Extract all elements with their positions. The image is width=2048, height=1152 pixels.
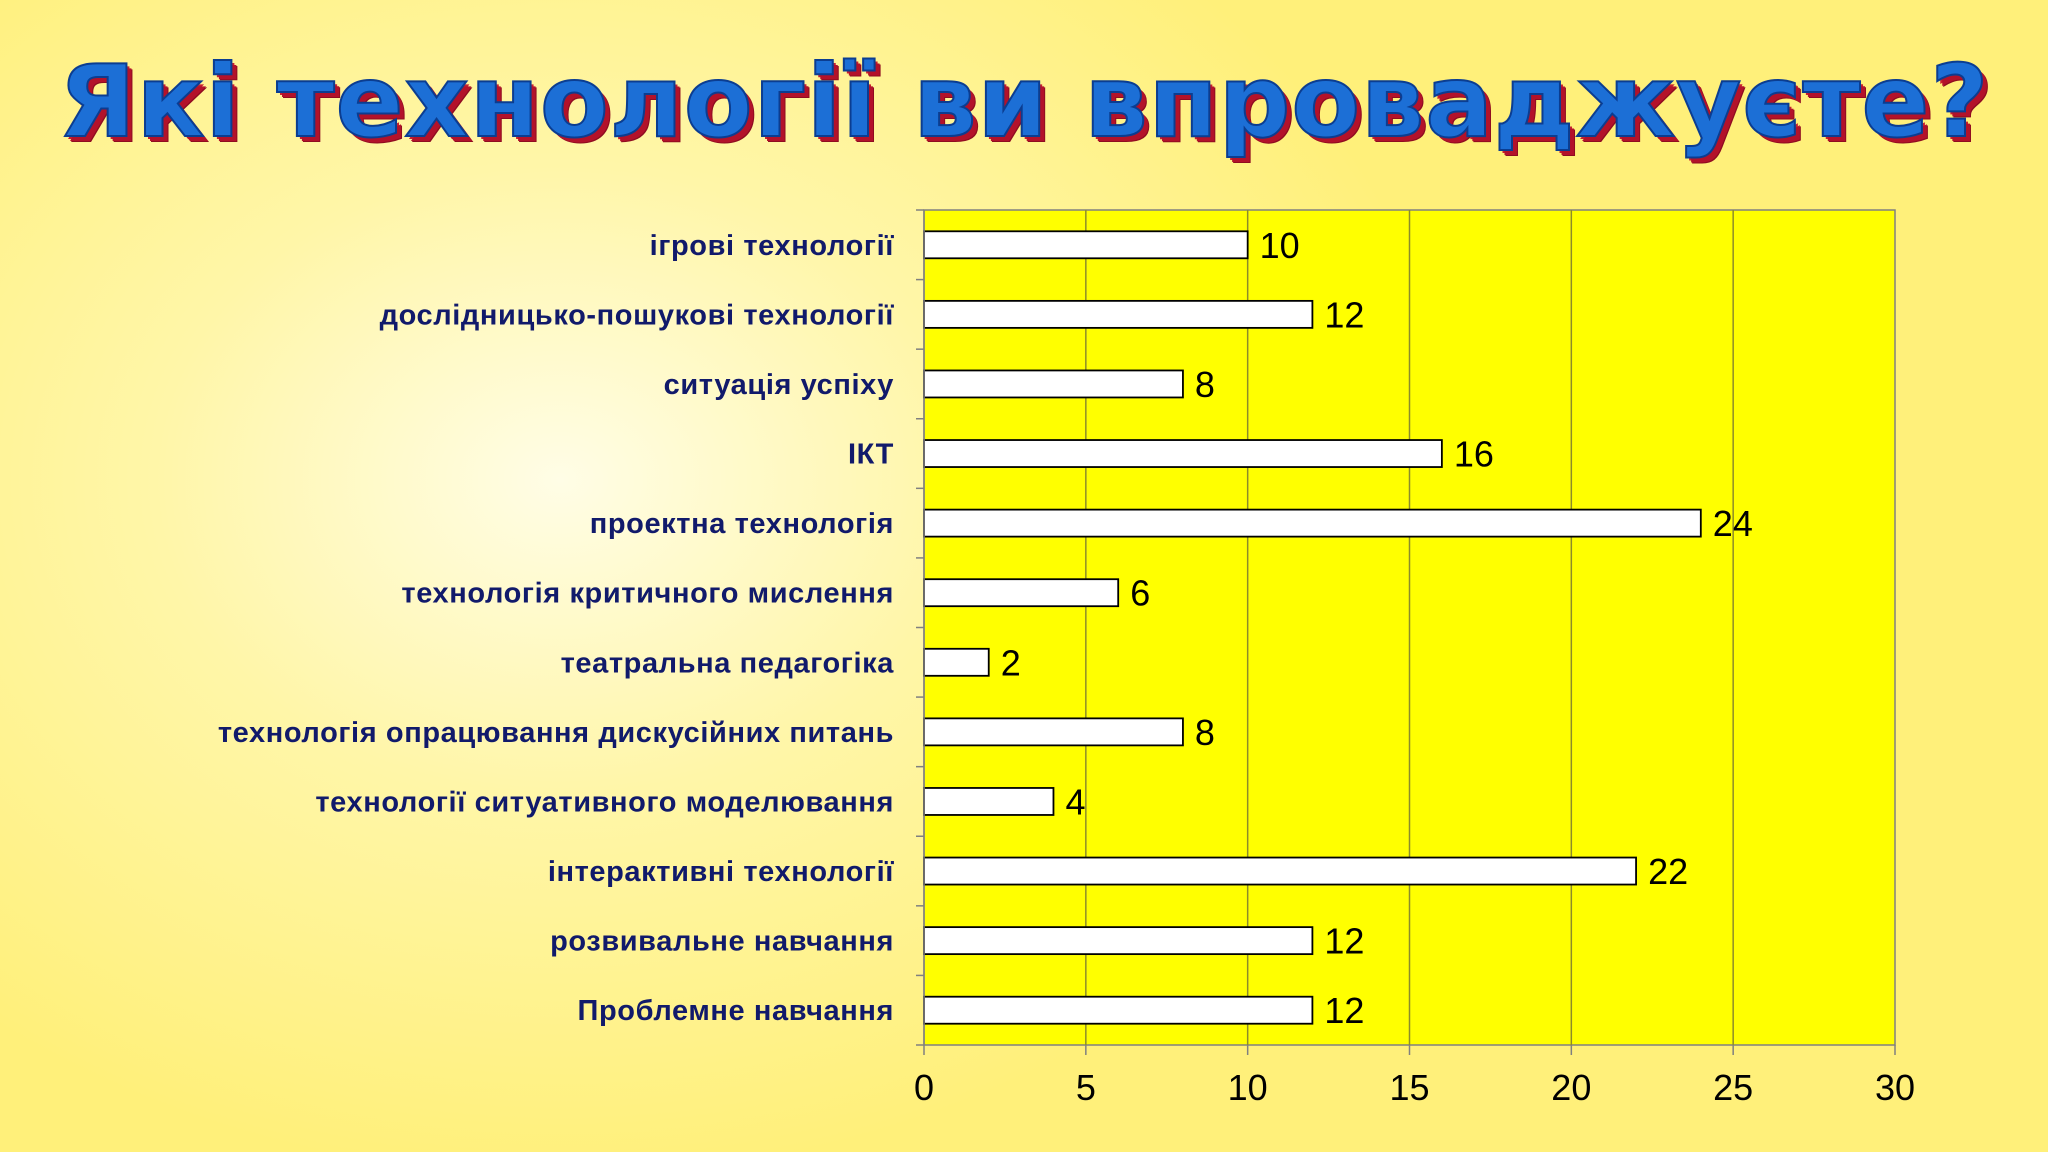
x-tick-label: 25 [1713,1067,1753,1108]
x-tick-label: 10 [1228,1067,1268,1108]
category-label: технології ситуативного моделювання [315,786,894,818]
value-label: 12 [1324,990,1364,1031]
category-label: ситуація успіху [664,369,894,401]
category-label: ігрові технології [650,230,895,262]
value-label: 2 [1001,642,1021,683]
value-label: 4 [1065,781,1085,822]
category-label: дослідницько-пошукові технології [380,299,895,331]
category-label: технологія опрацювання дискусійних питан… [218,717,894,749]
value-label: 12 [1324,294,1364,335]
x-tick-label: 5 [1076,1067,1096,1108]
category-label: розвивальне навчання [550,926,894,958]
x-tick-label: 20 [1551,1067,1591,1108]
bar [923,647,990,677]
bar [923,995,1314,1025]
slide-title: Які технології ви впроваджуєте? [58,42,1990,161]
x-tick-label: 15 [1389,1067,1429,1108]
value-label: 24 [1713,503,1753,544]
x-tick-label: 30 [1875,1067,1915,1108]
gridlines [1085,210,1734,1045]
axes [916,209,1896,1055]
bar [923,787,1055,816]
bar [923,926,1314,956]
value-label: 12 [1324,921,1364,962]
value-label: 8 [1195,364,1215,405]
bar [923,230,1249,260]
value-label: 10 [1260,225,1300,266]
labels: 0 5 10 15 20 25 30 10 ігрові технології 12 дослідн… [218,225,1915,1108]
value-label: 22 [1648,851,1688,892]
bar [923,369,1184,399]
value-label: 6 [1130,573,1150,614]
bar [923,299,1314,329]
value-label: 16 [1454,434,1494,475]
bar [923,856,1637,886]
category-label: ІКТ [848,439,894,471]
value-label: 8 [1195,712,1215,753]
bar [923,578,1120,608]
bar [923,717,1184,747]
category-label: проектна технологія [590,508,894,540]
category-label: інтерактивні технології [548,856,894,888]
category-label: Проблемне навчання [578,995,895,1027]
bars [923,230,1702,1025]
category-label: технологія критичного мислення [401,578,894,610]
bar [923,508,1702,538]
category-label: театральна педагогіка [561,647,895,679]
x-tick-label: 0 [914,1067,934,1108]
bar [923,439,1443,468]
